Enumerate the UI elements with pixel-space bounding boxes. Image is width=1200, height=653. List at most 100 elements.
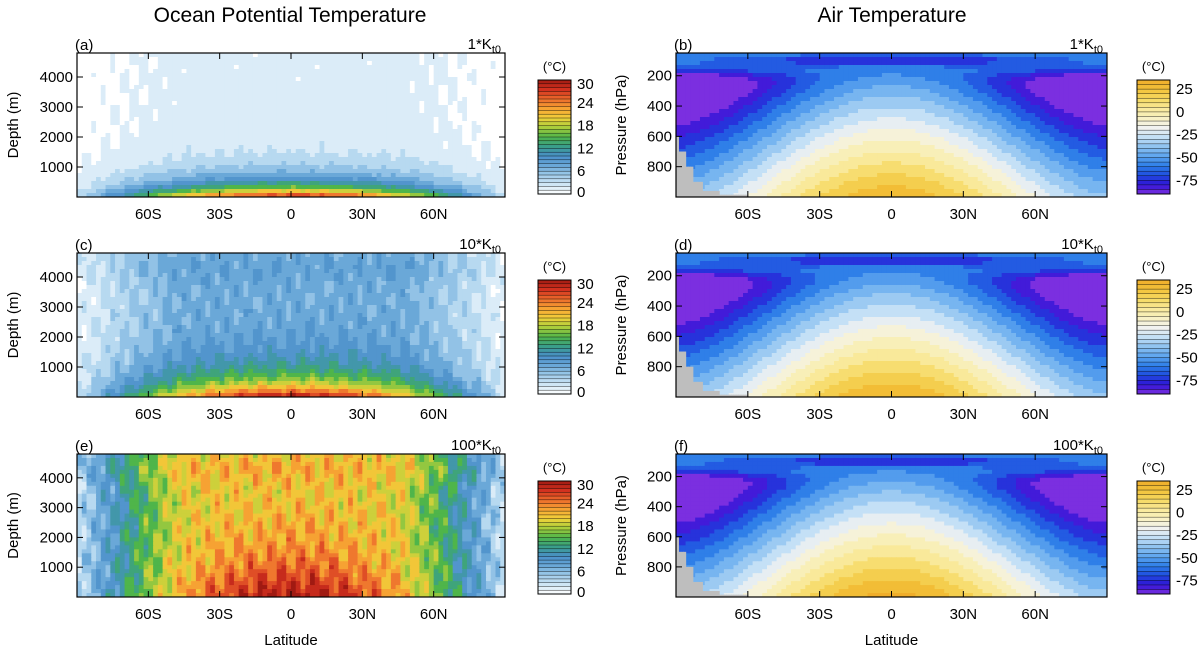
contour-cell [1016,121,1022,126]
contour-cell [248,105,254,110]
contour-cell [77,149,83,154]
contour-cell [447,117,454,122]
contour-cell [357,61,363,66]
contour-cell [786,117,792,122]
contour-cell [982,93,988,98]
contour-cell [405,97,411,102]
contour-cell [901,85,907,90]
contour-cell [457,69,463,74]
contour-cell [857,97,864,102]
contour-cell [944,113,950,118]
contour-cell [248,169,254,174]
contour-cell [457,113,463,118]
contour-cell [1073,97,1079,102]
contour-cell [485,105,492,110]
contour-cell [371,53,378,58]
contour-cell [1001,93,1008,98]
contour-cell [452,77,459,82]
contour-cell [210,109,216,114]
contour-cell [143,125,149,130]
contour-cell [433,97,440,102]
contour-cell [200,189,206,194]
contour-cell [776,89,782,94]
contour-cell [1092,97,1099,102]
contour-cell [210,193,216,197]
contour-cell [343,121,349,126]
contour-cell [1044,105,1051,110]
contour-cell [86,65,92,70]
contour-cell [176,181,183,186]
contour-cell [162,73,168,78]
contour-cell [333,109,340,114]
contour-cell [105,169,111,174]
contour-cell [367,137,373,142]
contour-cell [176,165,183,170]
contour-cell [1059,97,1065,102]
contour-cell [447,85,454,90]
contour-cell [110,121,116,126]
contour-cell [376,157,382,162]
contour-cell [886,73,893,78]
contour-cell [743,53,749,58]
contour-cell [709,125,715,130]
contour-cell [329,117,335,122]
contour-cell [400,89,406,94]
contour-cell [314,129,321,134]
contour-cell [295,125,302,130]
contour-cell [1102,97,1107,102]
contour-cell [466,109,473,114]
contour-cell [138,165,145,170]
contour-cell [286,109,292,114]
contour-cell [200,61,206,66]
contour-cell [414,169,420,174]
contour-cell [848,109,854,114]
contour-cell [709,81,715,86]
contour-cell [333,137,340,142]
contour-cell [857,81,864,86]
contour-cell [319,85,325,90]
contour-cell [167,61,173,66]
contour-cell [376,57,382,62]
contour-cell [699,117,706,122]
contour-cell [733,69,739,74]
contour-cell [281,141,287,146]
contour-cell [433,57,440,62]
contour-cell [86,145,92,150]
contour-cell [424,133,430,138]
contour-cell [853,97,859,102]
contour-cell [96,113,102,118]
contour-cell [105,137,111,142]
contour-cell [310,57,316,62]
contour-cell [1016,85,1022,90]
contour-cell [357,185,363,190]
contour-cell [1097,65,1103,70]
contour-cell [982,101,988,106]
contour-cell [305,81,311,86]
contour-cell [695,113,701,118]
contour-cell [338,165,344,170]
contour-cell [805,101,811,106]
contour-cell [428,125,435,130]
contour-cell [167,73,173,78]
contour-cell [229,53,235,58]
contour-cell [781,89,787,94]
contour-cell [243,165,249,170]
contour-cell [743,105,749,110]
contour-cell [685,89,691,94]
contour-cell [1083,109,1089,114]
contour-cell [267,177,273,182]
contour-cell [138,85,145,90]
contour-cell [968,109,974,114]
contour-cell [100,129,107,134]
contour-cell [1030,109,1036,114]
contour-cell [1001,105,1008,110]
contour-cell [819,85,826,90]
contour-cell [1083,81,1089,86]
contour-cell [400,57,406,62]
contour-cell [295,73,302,78]
contour-cell [267,93,273,98]
contour-cell [972,121,979,126]
contour-cell [371,105,378,110]
contour-cell [704,73,711,78]
contour-cell [314,105,321,110]
